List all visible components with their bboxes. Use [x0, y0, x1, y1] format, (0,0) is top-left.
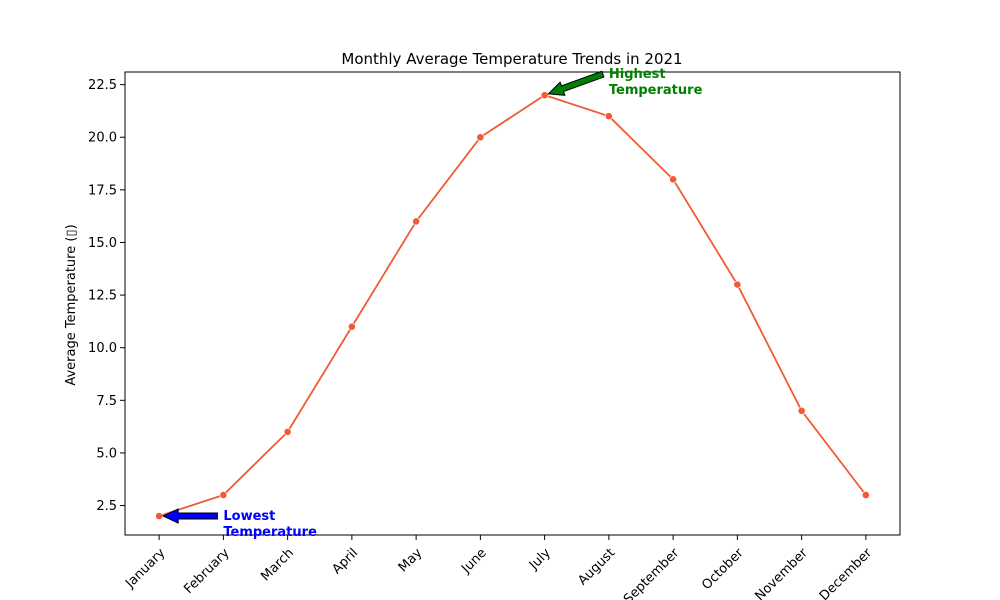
x-tick-label: December — [817, 545, 876, 600]
x-tick-label: March — [258, 546, 297, 585]
x-tick-label: May — [396, 545, 426, 575]
y-tick-label: 22.5 — [88, 78, 117, 93]
x-tick-label: October — [699, 545, 747, 593]
y-tick-label: 20.0 — [88, 131, 117, 146]
data-point — [861, 491, 870, 499]
annotation-arrow — [547, 70, 605, 96]
data-point — [540, 91, 549, 100]
data-point — [347, 322, 356, 331]
y-tick-label: 2.5 — [96, 499, 117, 514]
x-tick-label: August — [575, 546, 618, 589]
data-point — [604, 112, 613, 121]
series-line — [158, 94, 867, 517]
annotation-text: Highest — [609, 67, 666, 82]
y-tick-label: 5.0 — [96, 446, 117, 461]
y-tick-label: 15.0 — [88, 236, 117, 251]
data-point — [283, 427, 292, 436]
annotation-text: Temperature — [609, 83, 703, 98]
y-tick-label: 7.5 — [96, 394, 117, 409]
x-tick-label: July — [526, 545, 554, 573]
x-tick-label: April — [330, 546, 362, 578]
x-tick-label: November — [752, 545, 811, 600]
x-tick-label: January — [122, 545, 168, 591]
x-tick-label: February — [181, 545, 233, 597]
data-point — [155, 512, 164, 520]
y-tick-label: 12.5 — [88, 289, 117, 304]
y-axis-label: Average Temperature (▯) — [64, 224, 79, 385]
annotation-text: Lowest — [223, 509, 275, 524]
plot-frame — [124, 71, 901, 536]
x-tick-label: September — [621, 545, 683, 600]
x-tick-label: June — [458, 546, 489, 577]
data-point — [219, 491, 228, 499]
data-point — [412, 217, 421, 226]
y-tick-label: 10.0 — [88, 341, 117, 356]
data-point — [669, 175, 678, 184]
annotation-text: Temperature — [223, 525, 317, 540]
y-tick-label: 17.5 — [88, 183, 117, 198]
data-point — [797, 406, 806, 415]
data-point — [733, 280, 742, 289]
chart-title: Monthly Average Temperature Trends in 20… — [341, 50, 682, 68]
annotation-arrow — [161, 508, 218, 524]
data-point — [476, 133, 485, 142]
